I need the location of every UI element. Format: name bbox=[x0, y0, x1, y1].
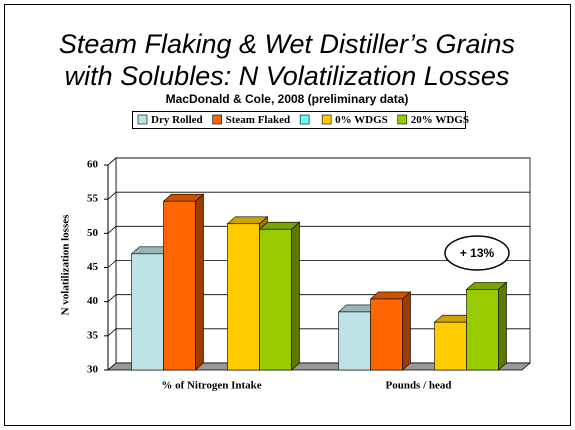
bar-front bbox=[227, 223, 260, 371]
bar-side bbox=[291, 221, 300, 371]
bar bbox=[369, 291, 412, 371]
bar bbox=[465, 281, 508, 371]
subtitle: MacDonald & Cole, 2008 (preliminary data… bbox=[166, 92, 409, 106]
bar-side bbox=[498, 281, 507, 371]
legend-label: 0% WDGS bbox=[335, 114, 388, 126]
grid-line bbox=[107, 191, 530, 200]
legend-label: Steam Flaked bbox=[226, 114, 290, 126]
bar bbox=[162, 193, 205, 371]
x-tick-label: % of Nitrogen Intake bbox=[161, 380, 261, 392]
bar-side bbox=[402, 291, 411, 371]
bar bbox=[258, 221, 301, 371]
title-line-1: Steam Flaking & Wet Distiller’s Grains bbox=[59, 29, 515, 59]
legend-swatch bbox=[137, 114, 148, 125]
grid-line bbox=[107, 225, 530, 234]
y-tick-label: 45 bbox=[87, 261, 99, 273]
y-tick-label: 40 bbox=[87, 295, 99, 307]
grid-line bbox=[107, 157, 530, 166]
bar-front bbox=[466, 289, 499, 371]
legend-label: Dry Rolled bbox=[151, 114, 203, 126]
legend-swatch bbox=[397, 114, 408, 125]
annotation-bubble bbox=[444, 235, 510, 271]
y-axis-label: N volatilization losses bbox=[60, 214, 72, 316]
legend-swatch bbox=[321, 114, 332, 125]
slide-border bbox=[4, 4, 571, 426]
bar-front bbox=[163, 200, 196, 371]
annotation: + 13% bbox=[460, 246, 495, 260]
legend-swatch bbox=[299, 114, 310, 125]
bar-front bbox=[370, 298, 403, 371]
legend-label: 20% WDGS bbox=[411, 114, 469, 126]
y-tick-label: 30 bbox=[87, 364, 99, 376]
y-tick-label: 35 bbox=[87, 329, 99, 341]
title-line-2: with Solubles: N Volatilization Losses bbox=[65, 61, 510, 91]
grid-line bbox=[107, 260, 530, 268]
legend-swatch bbox=[212, 114, 222, 125]
bar-front bbox=[131, 253, 164, 371]
x-tick-label: Pounds / head bbox=[385, 380, 451, 392]
bar-front bbox=[434, 321, 467, 371]
bar-front bbox=[259, 228, 292, 371]
y-tick-label: 50 bbox=[87, 227, 99, 239]
bar-front bbox=[338, 311, 371, 371]
bar-side bbox=[195, 193, 204, 371]
y-tick-label: 55 bbox=[87, 193, 99, 205]
y-tick-label: 60 bbox=[87, 159, 99, 171]
